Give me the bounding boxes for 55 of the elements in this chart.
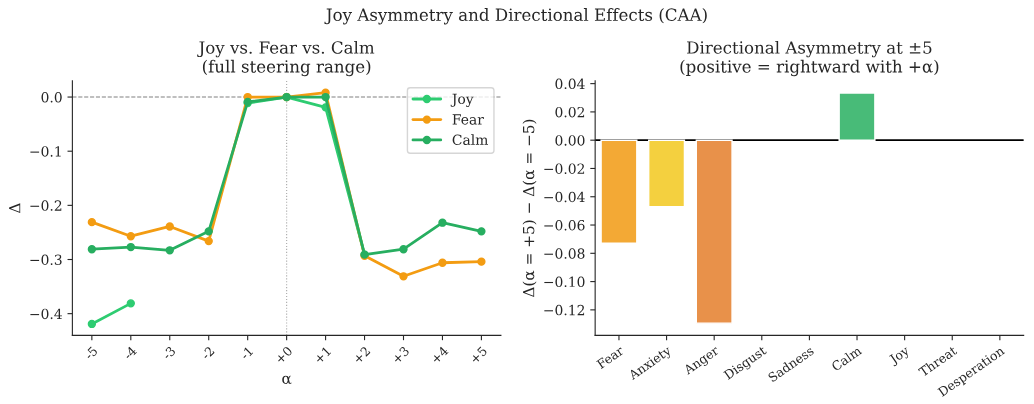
point bbox=[87, 245, 97, 254]
point bbox=[87, 217, 97, 227]
y-tick-label: 0.0 bbox=[41, 92, 62, 103]
x-tick-label: Calm bbox=[830, 345, 863, 372]
point bbox=[126, 299, 135, 308]
text: Joy Asymmetry and Directional Effects (CAA) bbox=[324, 8, 707, 25]
y-tick-label: 0.02 bbox=[555, 106, 585, 118]
x-tick-label: +1 bbox=[313, 346, 332, 364]
x-tick-label: +2 bbox=[352, 346, 371, 364]
point bbox=[399, 245, 408, 254]
legend-label: Calm bbox=[452, 134, 488, 146]
y-tick-label: −0.04 bbox=[544, 191, 585, 203]
y-tick-label: 0.00 bbox=[555, 135, 585, 146]
y-tick-label: −0.4 bbox=[30, 308, 62, 320]
y-tick-label: −0.06 bbox=[544, 220, 585, 231]
x-tick-label: -4 bbox=[122, 345, 138, 360]
y-tick-label: −0.08 bbox=[544, 248, 585, 259]
point bbox=[321, 92, 330, 102]
point bbox=[126, 242, 135, 252]
point bbox=[204, 236, 213, 246]
legend-label: Fear bbox=[452, 114, 484, 125]
chart-title: Directional Asymmetry at ±5 bbox=[687, 40, 932, 58]
x-axis-title: α bbox=[282, 375, 292, 384]
y-axis-title: Δ(α = +5) − Δ(α = −5) bbox=[522, 119, 537, 298]
point bbox=[477, 257, 486, 266]
y-tick-label: −0.3 bbox=[30, 254, 62, 265]
point bbox=[204, 227, 213, 236]
y-tick-label: 0.04 bbox=[555, 78, 585, 90]
y-axis-title: Δ bbox=[9, 203, 21, 213]
y-tick-label: −0.2 bbox=[30, 200, 62, 211]
chart-subtitle: (full steering range) bbox=[202, 59, 371, 77]
x-tick-label: +3 bbox=[391, 345, 410, 364]
chart-subtitle: (positive = rightward with +α) bbox=[680, 59, 939, 77]
x-tick-label: -5 bbox=[83, 346, 99, 361]
x-tick-label: +5 bbox=[469, 346, 488, 364]
y-tick-label: −0.1 bbox=[30, 146, 61, 157]
x-tick-label: +4 bbox=[430, 345, 449, 364]
point bbox=[477, 227, 486, 236]
point bbox=[165, 246, 174, 255]
point bbox=[438, 218, 447, 227]
point bbox=[399, 272, 408, 281]
y-tick-label: −0.02 bbox=[544, 163, 585, 174]
x-tick-label: -2 bbox=[200, 346, 215, 360]
point bbox=[438, 258, 447, 267]
legend-label: Joy bbox=[450, 93, 474, 107]
y-tick-label: −0.10 bbox=[544, 276, 585, 288]
point bbox=[126, 232, 135, 241]
x-tick-label: -1 bbox=[239, 346, 254, 360]
x-tick-label: +0 bbox=[274, 345, 293, 364]
point bbox=[165, 222, 174, 231]
chart-title: Joy vs. Fear vs. Calm bbox=[197, 40, 375, 58]
x-tick-label: Joy bbox=[887, 345, 912, 367]
y-tick-label: −0.12 bbox=[544, 304, 585, 316]
point bbox=[87, 319, 97, 329]
x-tick-label: -3 bbox=[161, 345, 176, 361]
